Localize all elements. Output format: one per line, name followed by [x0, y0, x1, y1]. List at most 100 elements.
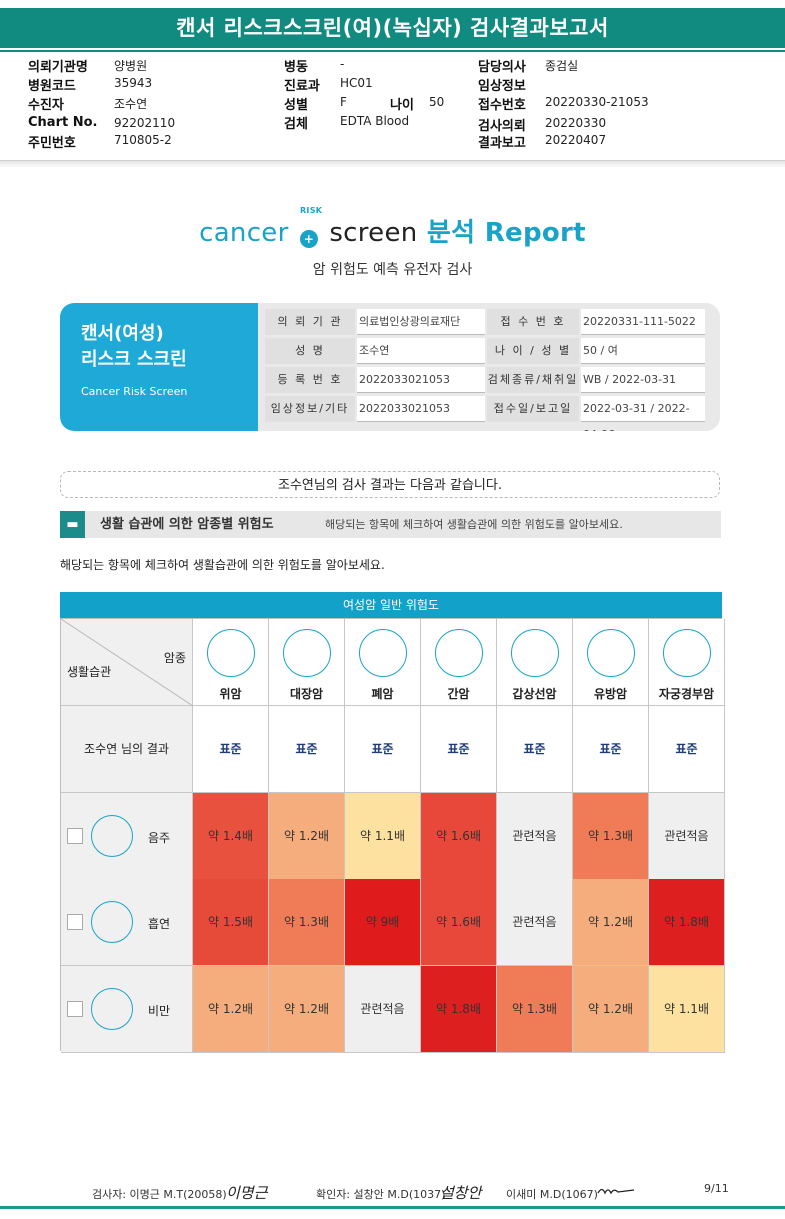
- header2-label-2: 성별: [284, 98, 308, 113]
- header2-label-3: 검체: [284, 117, 308, 132]
- header2-label-0: 병동: [284, 60, 308, 75]
- card-key-right-3: 접수일/보고일: [487, 396, 579, 422]
- card-key-left-2: 등 록 번 호: [265, 367, 355, 393]
- page-number: 9/11: [704, 1182, 729, 1195]
- section-bar: ▬ 생활 습관에 의한 암종별 위험도 해당되는 항목에 체크하여 생활습관에 …: [60, 511, 721, 538]
- confirmer-label: 확인자: 설창안 M.D(1037): [316, 1188, 446, 1201]
- instruction-note: 해당되는 항목에 체크하여 생활습관에 의한 위험도를 알아보세요.: [60, 558, 385, 572]
- habit-checkbox[interactable]: [67, 1001, 83, 1017]
- risk-cell: 약 1.6배: [421, 793, 497, 880]
- risk-cell: 관련적음: [497, 879, 573, 966]
- cancer-column-header: 자궁경부암: [649, 619, 725, 706]
- brand-word-screen: screen: [329, 218, 418, 248]
- result-summary: 조수연님의 검사 결과는 다음과 같습니다.: [60, 471, 720, 498]
- result-standard: 표준: [295, 742, 318, 756]
- result-row-label: 조수연 님의 결과: [61, 706, 193, 793]
- risk-value: 약 9배: [365, 915, 400, 929]
- tester-label: 검사자: 이명근 M.T(20058): [92, 1188, 227, 1201]
- cancer-column-header: 위암: [193, 619, 269, 706]
- risk-value: 약 1.6배: [436, 915, 481, 929]
- obesity-icon: [91, 988, 133, 1030]
- cancer-column-header: 대장암: [269, 619, 345, 706]
- cancer-name: 유방암: [593, 687, 628, 701]
- uterus-icon: [662, 629, 711, 677]
- lung-icon: [358, 629, 407, 677]
- header3-label-0: 담당의사: [478, 60, 526, 75]
- card-title-line1: 캔서(여성): [81, 323, 164, 344]
- risk-cell: 약 1.2배: [269, 793, 345, 880]
- age-value: 50: [429, 95, 445, 109]
- risk-value: 약 1.6배: [436, 829, 481, 843]
- cancer-name: 위암: [219, 687, 242, 701]
- risk-cell: 약 1.8배: [421, 966, 497, 1053]
- patient-info-card: 캔서(여성) 리스크 스크린 Cancer Risk Screen 의 뢰 기 …: [60, 303, 720, 431]
- thyroid-icon: [510, 629, 559, 677]
- header3-label-2: 접수번호: [478, 98, 526, 113]
- colon-icon: [282, 629, 331, 677]
- card-value-right-2: WB / 2022-03-31: [581, 367, 705, 393]
- title-rule: [0, 50, 785, 52]
- risk-value: 약 1.8배: [436, 1002, 481, 1016]
- header3-label-3: 검사의뢰: [478, 119, 526, 134]
- risk-cell: 약 1.3배: [573, 793, 649, 880]
- result-standard: 표준: [599, 742, 622, 756]
- corner-diagonal: [61, 619, 193, 706]
- risk-value: 약 1.2배: [588, 915, 633, 929]
- header-value-4: 710805-2: [114, 133, 172, 147]
- header2-value-1: HC01: [340, 76, 373, 90]
- result-cell: 표준: [573, 706, 649, 793]
- table-corner: 암종 생활습관: [61, 619, 193, 706]
- corner-top-label: 암종: [163, 651, 186, 665]
- cancer-name: 대장암: [289, 687, 324, 701]
- risk-cell: 관련적음: [345, 966, 421, 1053]
- risk-cell: 약 9배: [345, 879, 421, 966]
- habit-name: 음주: [148, 831, 171, 845]
- risk-cell: 약 1.8배: [649, 879, 725, 966]
- breast-icon: [586, 629, 635, 677]
- habit-row-label: 음주: [61, 793, 193, 880]
- header3-value-3: 20220330: [545, 116, 607, 130]
- risk-cell: 약 1.1배: [649, 966, 725, 1053]
- result-cell: 표준: [269, 706, 345, 793]
- risk-cell: 약 1.1배: [345, 793, 421, 880]
- risk-value: 약 1.3배: [512, 1002, 557, 1016]
- result-standard: 표준: [675, 742, 698, 756]
- risk-cell: 약 1.5배: [193, 879, 269, 966]
- risk-value: 약 1.2배: [208, 1002, 253, 1016]
- card-value-left-0: 의료법인상광의료재단: [357, 309, 485, 335]
- header-separator: [0, 160, 785, 168]
- risk-cell: 관련적음: [649, 793, 725, 880]
- header-label-3: Chart No.: [28, 115, 98, 130]
- result-standard: 표준: [219, 742, 242, 756]
- risk-value: 약 1.2배: [588, 1002, 633, 1016]
- card-key-left-0: 의 뢰 기 관: [265, 309, 355, 335]
- header3-label-4: 결과보고: [478, 136, 526, 151]
- habit-row-label: 비만: [61, 966, 193, 1053]
- risk-value: 약 1.4배: [208, 829, 253, 843]
- habit-checkbox[interactable]: [67, 914, 83, 930]
- card-value-left-1: 조수연: [357, 338, 485, 364]
- habit-name: 흡연: [148, 917, 171, 931]
- card-title-line2: 리스크 스크린: [81, 349, 187, 370]
- header2-label-1: 진료과: [284, 79, 320, 94]
- cancer-name: 자궁경부암: [658, 687, 715, 701]
- risk-cell: 약 1.3배: [269, 879, 345, 966]
- result-cell: 표준: [345, 706, 421, 793]
- patient-header: 의뢰기관명 양병원 병원코드 35943 수진자 조수연 Chart No. 92202110…: [0, 56, 785, 152]
- confirmer-signature: 설창안: [440, 1184, 482, 1202]
- header-label-1: 병원코드: [28, 79, 76, 94]
- result-cell: 표준: [193, 706, 269, 793]
- header3-value-4: 20220407: [545, 133, 607, 147]
- risk-value: 약 1.2배: [284, 829, 329, 843]
- header-value-3: 92202110: [114, 116, 176, 130]
- brand-word-report: 분석 Report: [426, 218, 586, 248]
- result-cell: 표준: [649, 706, 725, 793]
- result-label-text: 조수연 님의 결과: [84, 742, 169, 756]
- alcohol-icon: [91, 815, 133, 857]
- header-label-4: 주민번호: [28, 136, 76, 151]
- habit-row-label: 흡연: [61, 879, 193, 966]
- habit-checkbox[interactable]: [67, 828, 83, 844]
- third-signer-signature: [597, 1188, 635, 1195]
- card-key-right-2: 검체종류/채취일: [487, 367, 579, 393]
- risk-value: 관련적음: [360, 1002, 405, 1016]
